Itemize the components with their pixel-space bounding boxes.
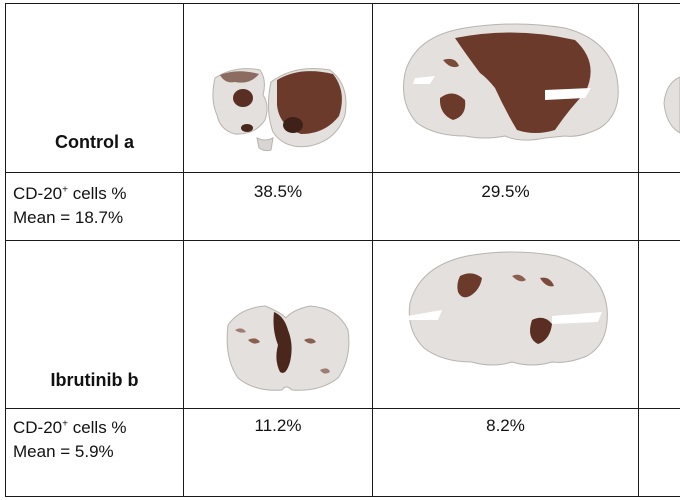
table-border-top xyxy=(5,3,680,4)
table-border-bottom xyxy=(5,496,680,497)
brain-section-image-control-2 xyxy=(403,23,619,141)
table-divider-3 xyxy=(638,3,639,497)
table-row-divider-1 xyxy=(5,172,680,173)
group-label-ibrutinib: Ibrutinib b xyxy=(50,370,139,390)
brain-section-image-control-1 xyxy=(212,68,347,152)
group-label-control: Control a xyxy=(55,132,134,152)
metric-name-ibrutinib: CD-20+ cells % xyxy=(13,418,127,437)
metric-label-ibrutinib: CD-20+ cells % Mean = 5.9% xyxy=(6,416,183,464)
brain-section-image-ibrutinib-1 xyxy=(226,305,350,391)
value-control-1: 38.5% xyxy=(253,182,303,201)
metric-name-control: CD-20+ cells % xyxy=(13,184,127,203)
value-control-2: 29.5% xyxy=(481,182,530,201)
table-row-divider-3 xyxy=(5,408,680,409)
table-border-left xyxy=(5,3,6,497)
table-divider-2 xyxy=(372,3,373,497)
table-divider-1 xyxy=(183,3,184,497)
metric-mean-ibrutinib: Mean = 5.9% xyxy=(13,442,114,461)
metric-mean-control: Mean = 18.7% xyxy=(13,208,124,227)
table-row-divider-2 xyxy=(5,240,680,241)
value-ibrutinib-2: 8.2% xyxy=(486,416,525,435)
brain-section-image-control-3-partial xyxy=(663,76,680,134)
value-ibrutinib-1: 11.2% xyxy=(254,416,302,435)
brain-section-image-ibrutinib-2 xyxy=(406,251,608,366)
metric-label-control: CD-20+ cells % Mean = 18.7% xyxy=(6,182,183,230)
